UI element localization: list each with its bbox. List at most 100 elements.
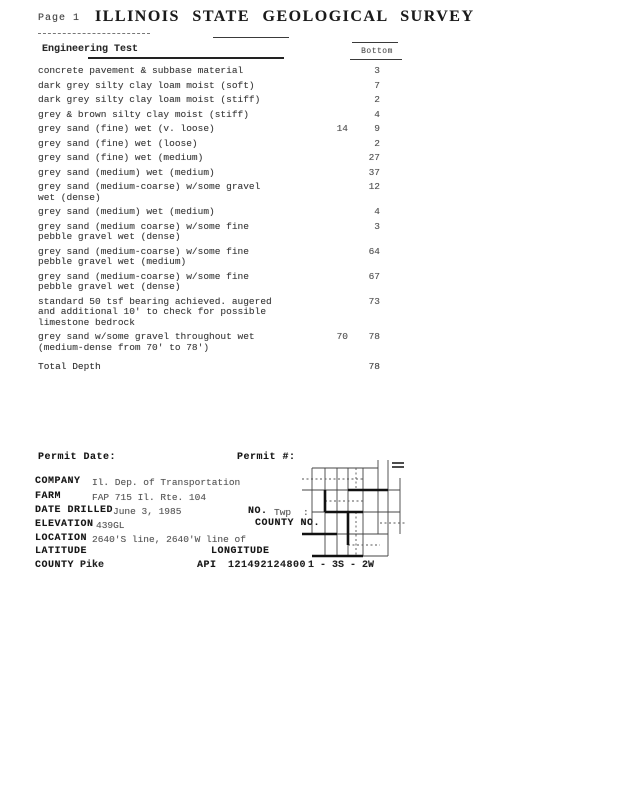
total-depth-row: Total Depth 78	[38, 352, 380, 372]
row-mid-value	[302, 247, 348, 268]
row-bottom-value: 78	[368, 331, 380, 342]
row-mid-value	[302, 110, 348, 121]
test-rows: concrete pavement & subbase material 3 d…	[38, 65, 380, 357]
total-depth-label: Total Depth	[38, 361, 101, 372]
table-row: grey sand (medium) wet (medium) 37	[38, 166, 380, 179]
api-number: 121492124800	[228, 560, 307, 571]
row-description: grey & brown silty clay moist (stiff)	[38, 108, 249, 120]
row-mid-value	[302, 222, 348, 243]
divider	[38, 33, 150, 34]
row-bottom-value: 4	[374, 108, 380, 120]
county-label: COUNTY	[35, 560, 75, 571]
range-separator: :	[303, 507, 309, 518]
row-bottom-value: 2	[374, 94, 380, 105]
table-row: dark grey silty clay loam moist (stiff) …	[38, 94, 380, 106]
row-bottom-value: 3	[374, 65, 380, 76]
row-mid-value	[302, 66, 348, 77]
row-mid-value	[302, 81, 348, 92]
section-location-grid	[302, 460, 406, 558]
row-bottom-value: 67	[368, 270, 380, 282]
company-label: COMPANY	[35, 476, 81, 487]
divider	[352, 42, 398, 43]
location-label: LOCATION	[35, 533, 88, 544]
row-mid-value	[302, 207, 348, 218]
row-description: grey sand (medium) wet (medium)	[38, 166, 215, 178]
total-depth-value: 78	[368, 361, 380, 372]
date-drilled-value: June 3, 1985	[113, 506, 182, 517]
row-description: grey sand (medium) wet (medium)	[38, 206, 215, 217]
company-value: Il. Dep. of Transportation	[92, 477, 241, 488]
page-number-label: Page 1	[38, 13, 81, 24]
row-mid-value: 70	[336, 331, 348, 342]
engineering-test-heading: Engineering Test	[42, 44, 139, 55]
section-township-range: 1 - 3S - 2W	[308, 560, 375, 571]
latitude-label: LATITUDE	[35, 546, 88, 557]
table-row: grey sand (medium) wet (medium) 4	[38, 206, 380, 218]
table-row: grey sand (fine) wet (loose) 2	[38, 137, 380, 150]
location-value: 2640'S line, 2640'W line of	[92, 534, 246, 545]
selected-section-outline	[302, 488, 388, 558]
divider	[88, 57, 284, 59]
row-description: grey sand w/some gravel throughout wet (m…	[38, 331, 255, 353]
row-bottom-value: 37	[368, 166, 380, 178]
permit-number-label: Permit #:	[237, 452, 296, 463]
row-bottom-value: 27	[368, 152, 380, 163]
table-row: grey sand w/some gravel throughout wet (m…	[38, 331, 380, 353]
farm-value: FAP 715 Il. Rte. 104	[92, 492, 207, 503]
table-row: grey sand (medium-coarse) w/some fine peb…	[38, 270, 380, 293]
row-description: standard 50 tsf bearing achieved. augere…	[38, 295, 272, 328]
row-description: dark grey silty clay loam moist (stiff)	[38, 94, 261, 105]
row-mid-value	[302, 153, 348, 164]
farm-label: FARM	[35, 491, 62, 502]
row-mid-value: 14	[336, 123, 348, 134]
table-row: grey sand (fine) wet (medium) 27	[38, 152, 380, 164]
table-row: standard 50 tsf bearing achieved. augere…	[38, 295, 380, 329]
number-label: NO.	[248, 506, 268, 517]
township-value: Twp	[274, 507, 292, 518]
date-drilled-label: DATE DRILLED	[35, 505, 114, 516]
row-description: grey sand (fine) wet (medium)	[38, 152, 204, 163]
table-row: dark grey silty clay loam moist (soft) 7	[38, 79, 380, 92]
divider	[213, 37, 289, 38]
row-bottom-value: 2	[374, 137, 380, 149]
row-mid-value	[302, 272, 348, 293]
row-mid-value	[302, 297, 348, 329]
row-bottom-value: 3	[374, 220, 380, 232]
api-label: API	[197, 560, 217, 571]
table-row: grey sand (medium coarse) w/some fine peb…	[38, 220, 380, 243]
row-mid-value	[302, 95, 348, 106]
row-bottom-value: 64	[368, 245, 380, 257]
row-description: grey sand (medium-coarse) w/some fine peb…	[38, 245, 249, 267]
table-row: grey & brown silty clay moist (stiff) 4	[38, 108, 380, 121]
county-value: Pike	[80, 560, 105, 571]
row-description: dark grey silty clay loam moist (soft)	[38, 79, 255, 91]
elevation-value: 439GL	[96, 520, 125, 531]
row-description: grey sand (medium coarse) w/some fine peb…	[38, 220, 249, 242]
row-description: concrete pavement & subbase material	[38, 65, 244, 76]
equals-mark	[392, 462, 404, 468]
row-bottom-value: 7	[374, 79, 380, 91]
table-row: concrete pavement & subbase material 3	[38, 65, 380, 77]
longitude-label: LONGITUDE	[211, 546, 270, 557]
divider	[350, 59, 402, 60]
row-bottom-value: 9	[374, 123, 380, 134]
row-description: grey sand (medium-coarse) w/some fine peb…	[38, 270, 249, 292]
row-bottom-value: 73	[368, 295, 380, 307]
permit-date-label: Permit Date:	[38, 452, 117, 463]
elevation-label: ELEVATION	[35, 519, 94, 530]
row-mid-value	[302, 182, 348, 203]
table-row: grey sand (medium-coarse) w/some gravel w…	[38, 181, 380, 203]
table-row: grey sand (medium-coarse) w/some fine peb…	[38, 245, 380, 268]
table-row: grey sand (fine) wet (v. loose) 14 9	[38, 123, 380, 135]
page-title: ILLINOIS STATE GEOLOGICAL SURVEY	[95, 8, 475, 25]
row-description: grey sand (fine) wet (v. loose)	[38, 123, 215, 134]
row-bottom-value: 4	[374, 206, 380, 217]
row-description: grey sand (medium-coarse) w/some gravel w…	[38, 181, 261, 203]
row-bottom-value: 12	[368, 181, 380, 192]
row-description: grey sand (fine) wet (loose)	[38, 137, 198, 149]
row-mid-value	[302, 168, 348, 179]
row-mid-value	[302, 139, 348, 150]
county-no-label: COUNTY NO.	[255, 518, 321, 529]
bottom-column-header: Bottom	[361, 47, 393, 56]
